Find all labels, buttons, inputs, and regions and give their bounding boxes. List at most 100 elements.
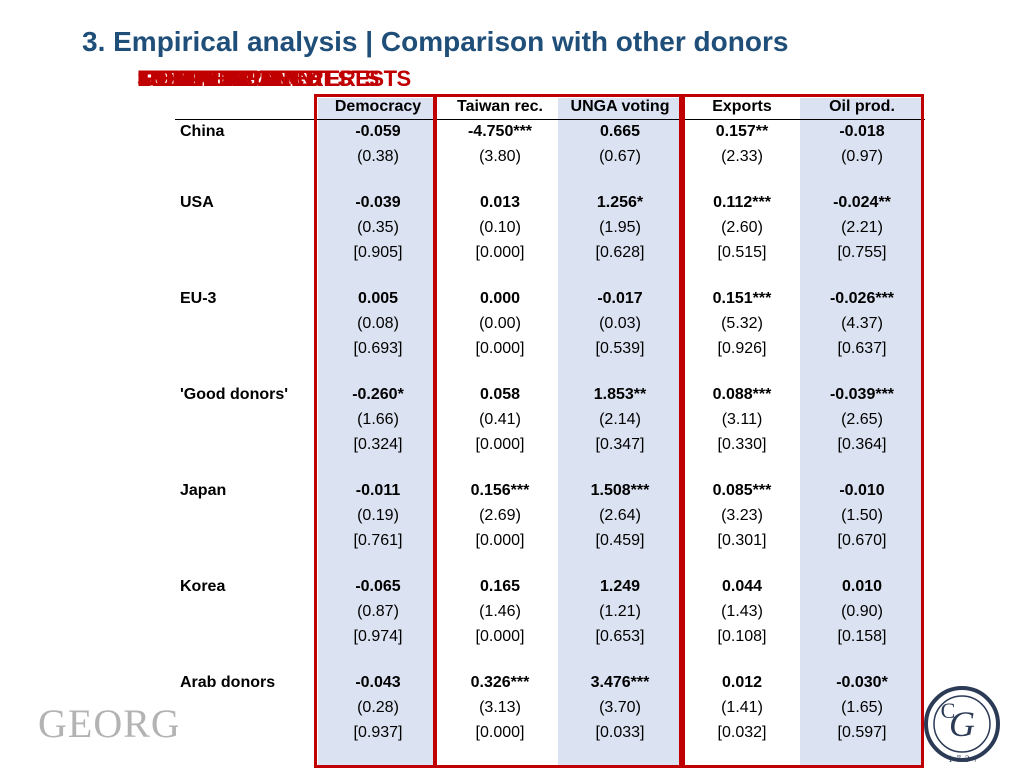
pvalue-cell: [0.364] [837, 436, 887, 453]
seal-year: 1737 [948, 754, 982, 764]
pvalue-cell: [0.000] [475, 628, 525, 645]
overlap-label: SELF-INTEREST [137, 66, 303, 91]
overlap-label: FOREIGN POLICY [137, 66, 319, 91]
tstat-cell: (0.67) [599, 148, 641, 165]
coefficient-cell: 0.013 [479, 194, 521, 211]
coefficient-cell: 0.151*** [712, 290, 772, 307]
pvalue-cell: [0.000] [475, 340, 525, 357]
column-header: UNGA voting [570, 98, 670, 115]
coefficient-cell: 0.044 [721, 578, 763, 595]
tstat-cell: (1.41) [721, 699, 763, 716]
pvalue-cell: [0.301] [717, 532, 767, 549]
pvalue-cell: [0.755] [837, 244, 887, 261]
column-header: Exports [712, 98, 772, 115]
tstat-cell: (3.23) [721, 507, 763, 524]
coefficient-cell: -0.039*** [829, 386, 895, 403]
tstat-cell: (0.90) [841, 603, 883, 620]
coefficient-cell: -0.260* [352, 386, 404, 403]
coefficient-cell: 0.156*** [470, 482, 530, 499]
tstat-cell: (0.10) [479, 219, 521, 236]
pvalue-cell: [0.158] [837, 628, 887, 645]
pvalue-cell: [0.000] [475, 724, 525, 741]
coefficient-cell: 0.112*** [713, 194, 771, 211]
tstat-cell: (3.11) [721, 411, 763, 428]
tstat-cell: (2.60) [721, 219, 763, 236]
tstat-cell: (1.21) [599, 603, 641, 620]
overlap-label: COMMERCIAL INTERESTS [140, 66, 411, 91]
coefficient-cell: -0.024** [833, 194, 891, 211]
overlap-label: DONOR MOTIVES [140, 66, 321, 91]
row-label: USA [180, 194, 214, 211]
tstat-cell: (0.97) [841, 148, 883, 165]
column-header: Taiwan rec. [457, 98, 543, 115]
coefficient-cell: 0.000 [479, 290, 521, 307]
row-label: Arab donors [180, 674, 276, 691]
coefficient-cell: 1.508*** [590, 482, 650, 499]
pvalue-cell: [0.000] [475, 532, 525, 549]
pvalue-cell: [0.926] [717, 340, 767, 357]
pvalue-cell: [0.324] [353, 436, 403, 453]
coefficient-cell: 0.157** [715, 123, 769, 140]
box-political [434, 94, 682, 768]
shade-democracy [318, 98, 434, 768]
coefficient-cell: 0.326*** [470, 674, 530, 691]
pvalue-cell: [0.670] [837, 532, 887, 549]
tstat-cell: (4.37) [841, 315, 883, 332]
header-rule [175, 119, 925, 120]
pvalue-cell: [0.347] [595, 436, 645, 453]
column-header: Democracy [334, 98, 422, 115]
tstat-cell: (0.00) [479, 315, 521, 332]
coefficient-cell: 0.058 [479, 386, 521, 403]
tstat-cell: (0.41) [479, 411, 521, 428]
coefficient-cell: -0.026*** [829, 290, 895, 307]
coefficient-cell: 0.085*** [712, 482, 772, 499]
row-label: Korea [180, 578, 226, 595]
tstat-cell: (0.03) [599, 315, 641, 332]
tstat-cell: (1.65) [841, 699, 883, 716]
page-title: 3. Empirical analysis | Comparison with … [82, 26, 789, 57]
shade-oil [800, 98, 922, 768]
university-seal: G C 1737 [918, 678, 1006, 768]
overlap-label: RECIPIENT NEED [143, 66, 321, 91]
coefficient-cell: -0.011 [355, 482, 401, 499]
coefficient-cell: 0.088*** [712, 386, 772, 403]
tstat-cell: (2.14) [599, 411, 641, 428]
coefficient-cell: 3.476*** [590, 674, 650, 691]
coefficient-cell: 1.249 [599, 578, 641, 595]
tstat-cell: (1.66) [357, 411, 399, 428]
tstat-cell: (5.32) [721, 315, 763, 332]
pvalue-cell: [0.330] [717, 436, 767, 453]
pvalue-cell: [0.761] [353, 532, 403, 549]
coefficient-cell: 0.665 [599, 123, 641, 140]
pvalue-cell: [0.032] [717, 724, 767, 741]
coefficient-cell: -0.017 [597, 290, 643, 307]
tstat-cell: (2.64) [599, 507, 641, 524]
tstat-cell: (2.69) [479, 507, 521, 524]
tstat-cell: (2.65) [841, 411, 883, 428]
tstat-cell: (0.87) [357, 603, 399, 620]
box-commercial [682, 94, 924, 768]
tstat-cell: (1.50) [841, 507, 883, 524]
tstat-cell: (3.70) [599, 699, 641, 716]
pvalue-cell: [0.628] [595, 244, 645, 261]
pvalue-cell: [0.974] [353, 628, 403, 645]
coefficient-cell: 0.005 [357, 290, 399, 307]
tstat-cell: (2.33) [721, 148, 763, 165]
coefficient-cell: 0.010 [841, 578, 883, 595]
seal-icon: G C [924, 686, 1000, 762]
tstat-cell: (0.38) [357, 148, 399, 165]
row-label: EU-3 [180, 290, 217, 307]
pvalue-cell: [0.459] [595, 532, 645, 549]
pvalue-cell: [0.653] [595, 628, 645, 645]
tstat-cell: (2.21) [841, 219, 883, 236]
pvalue-cell: [0.000] [475, 436, 525, 453]
row-label: China [180, 123, 225, 140]
coefficient-cell: -0.018 [839, 123, 885, 140]
coefficient-cell: -0.030* [836, 674, 888, 691]
pvalue-cell: [0.515] [717, 244, 767, 261]
tstat-cell: (1.43) [721, 603, 763, 620]
svg-text:G: G [949, 704, 975, 744]
pvalue-cell: [0.108] [717, 628, 767, 645]
coefficient-cell: 1.853** [593, 386, 647, 403]
overlap-label: POLITICAL INTERESTS [143, 66, 379, 91]
